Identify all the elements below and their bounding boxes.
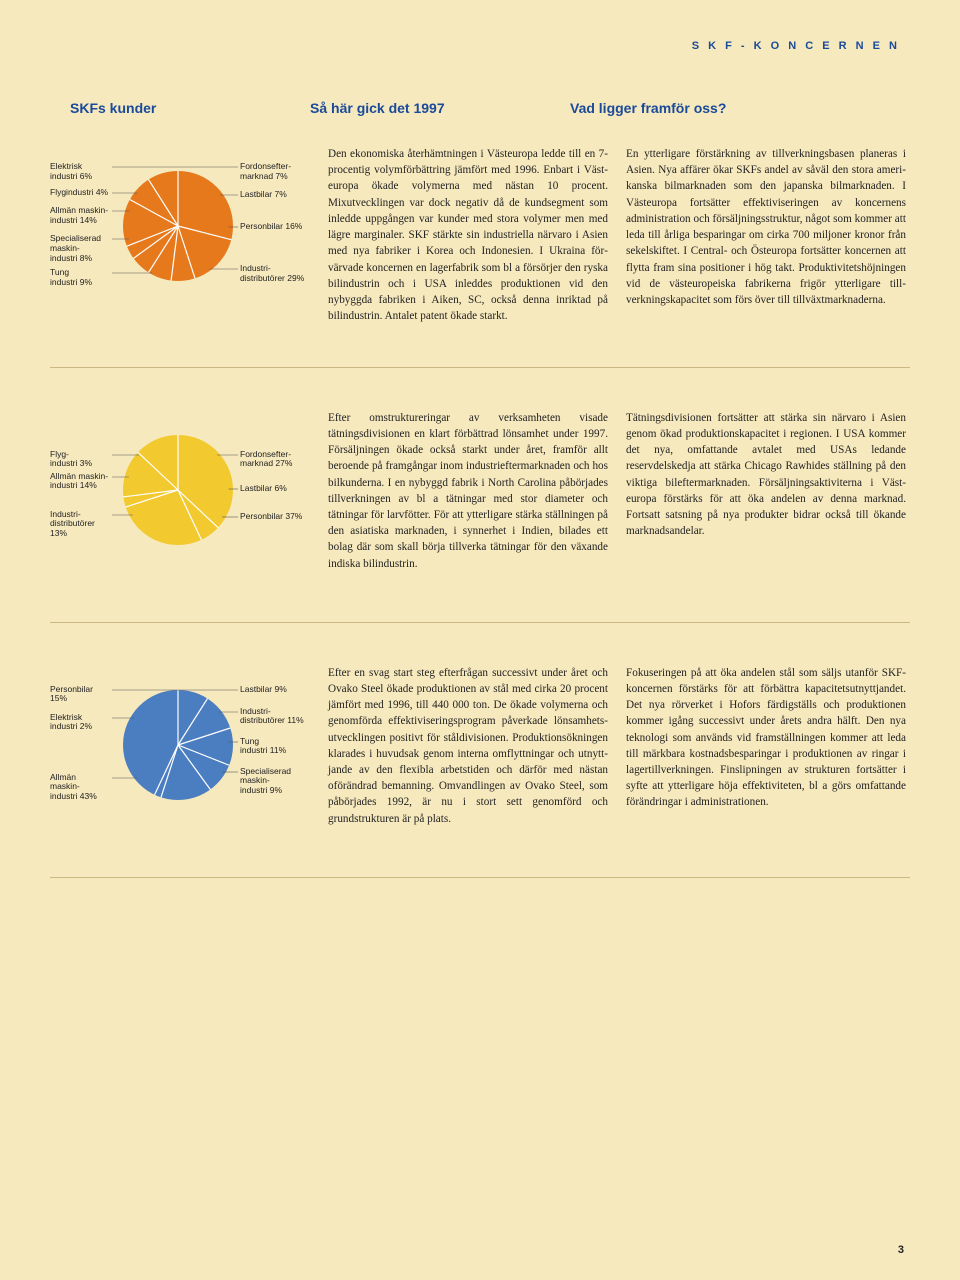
header-col3: Vad ligger framför oss? [570,100,870,116]
pie-chart-3: Personbilar15% Elektriskindustri 2% Allmän… [50,665,310,835]
row-1: Elektriskindustri 6% Flygindustri 4% Allmä… [50,146,910,325]
pie-label: Lastbilar 6% [240,484,310,494]
pie-label: Industri-distributörer13% [50,510,116,539]
pie-label: Fordonsefter-marknad 27% [240,450,310,470]
pie-label: Elektriskindustri 6% [50,162,116,182]
header-col1: SKFs kunder [50,100,310,116]
row3-text-col3: Fokuseringen på att öka andelen stål som… [626,665,906,835]
row-2: Flyg-industri 3%Allmän maskin-industri 1… [50,410,910,580]
row2-text-col3: Tätningsdivisionen fortsätter att stärka… [626,410,906,580]
pie-label: Personbilar 37% [240,512,310,522]
pie-label: Personbilar 16% [240,222,310,232]
pie-label: Lastbilar 7% [240,190,310,200]
pie-label: Allmän maskin-industri 14% [50,472,116,492]
pie-label: Tungindustri 9% [50,268,116,288]
divider-3 [50,877,910,878]
pie-label: Tungindustri 11% [240,737,310,757]
pie-label: Industri-distributörer 29% [240,264,310,284]
row2-text-col2: Efter omstruktureringar av verksamheten … [328,410,608,580]
pie-label: Fordonsefter-marknad 7% [240,162,310,182]
brand-label: S K F - K O N C E R N E N [692,40,900,52]
pie-label: Elektriskindustri 2% [50,713,116,733]
page-number: 3 [898,1244,904,1256]
row-3: Personbilar15% Elektriskindustri 2% Allmän… [50,665,910,835]
pie-label: Industri-distributörer 11% [240,707,310,727]
pie-label: Specialiseradmaskin-industri 9% [240,767,310,796]
header-col2: Så här gick det 1997 [310,100,570,116]
divider-2 [50,622,910,623]
pie-label: Flyg-industri 3% [50,450,116,470]
pie-label: Specialiseradmaskin-industri 8% [50,234,116,263]
pie-label: Flygindustri 4% [50,188,116,198]
pie-label: Personbilar15% [50,685,116,705]
divider-1 [50,367,910,368]
pie-label: Lastbilar 9% [240,685,310,695]
pie-label: Allmän maskin-industri 14% [50,206,116,226]
pie-chart-2: Flyg-industri 3%Allmän maskin-industri 1… [50,410,310,580]
row1-text-col3: En ytterligare förstärkning av tillverk­… [626,146,906,325]
pie-label: Allmänmaskin-industri 43% [50,773,116,802]
content-rows: Elektriskindustri 6% Flygindustri 4% Allmä… [50,146,910,886]
row3-text-col2: Efter en svag start steg efterfrågan suc… [328,665,608,835]
pie-chart-1: Elektriskindustri 6% Flygindustri 4% Allmä… [50,146,310,316]
column-headers: SKFs kunder Så här gick det 1997 Vad lig… [50,100,910,116]
row1-text-col2: Den ekonomiska återhämtningen i Väst­eur… [328,146,608,325]
